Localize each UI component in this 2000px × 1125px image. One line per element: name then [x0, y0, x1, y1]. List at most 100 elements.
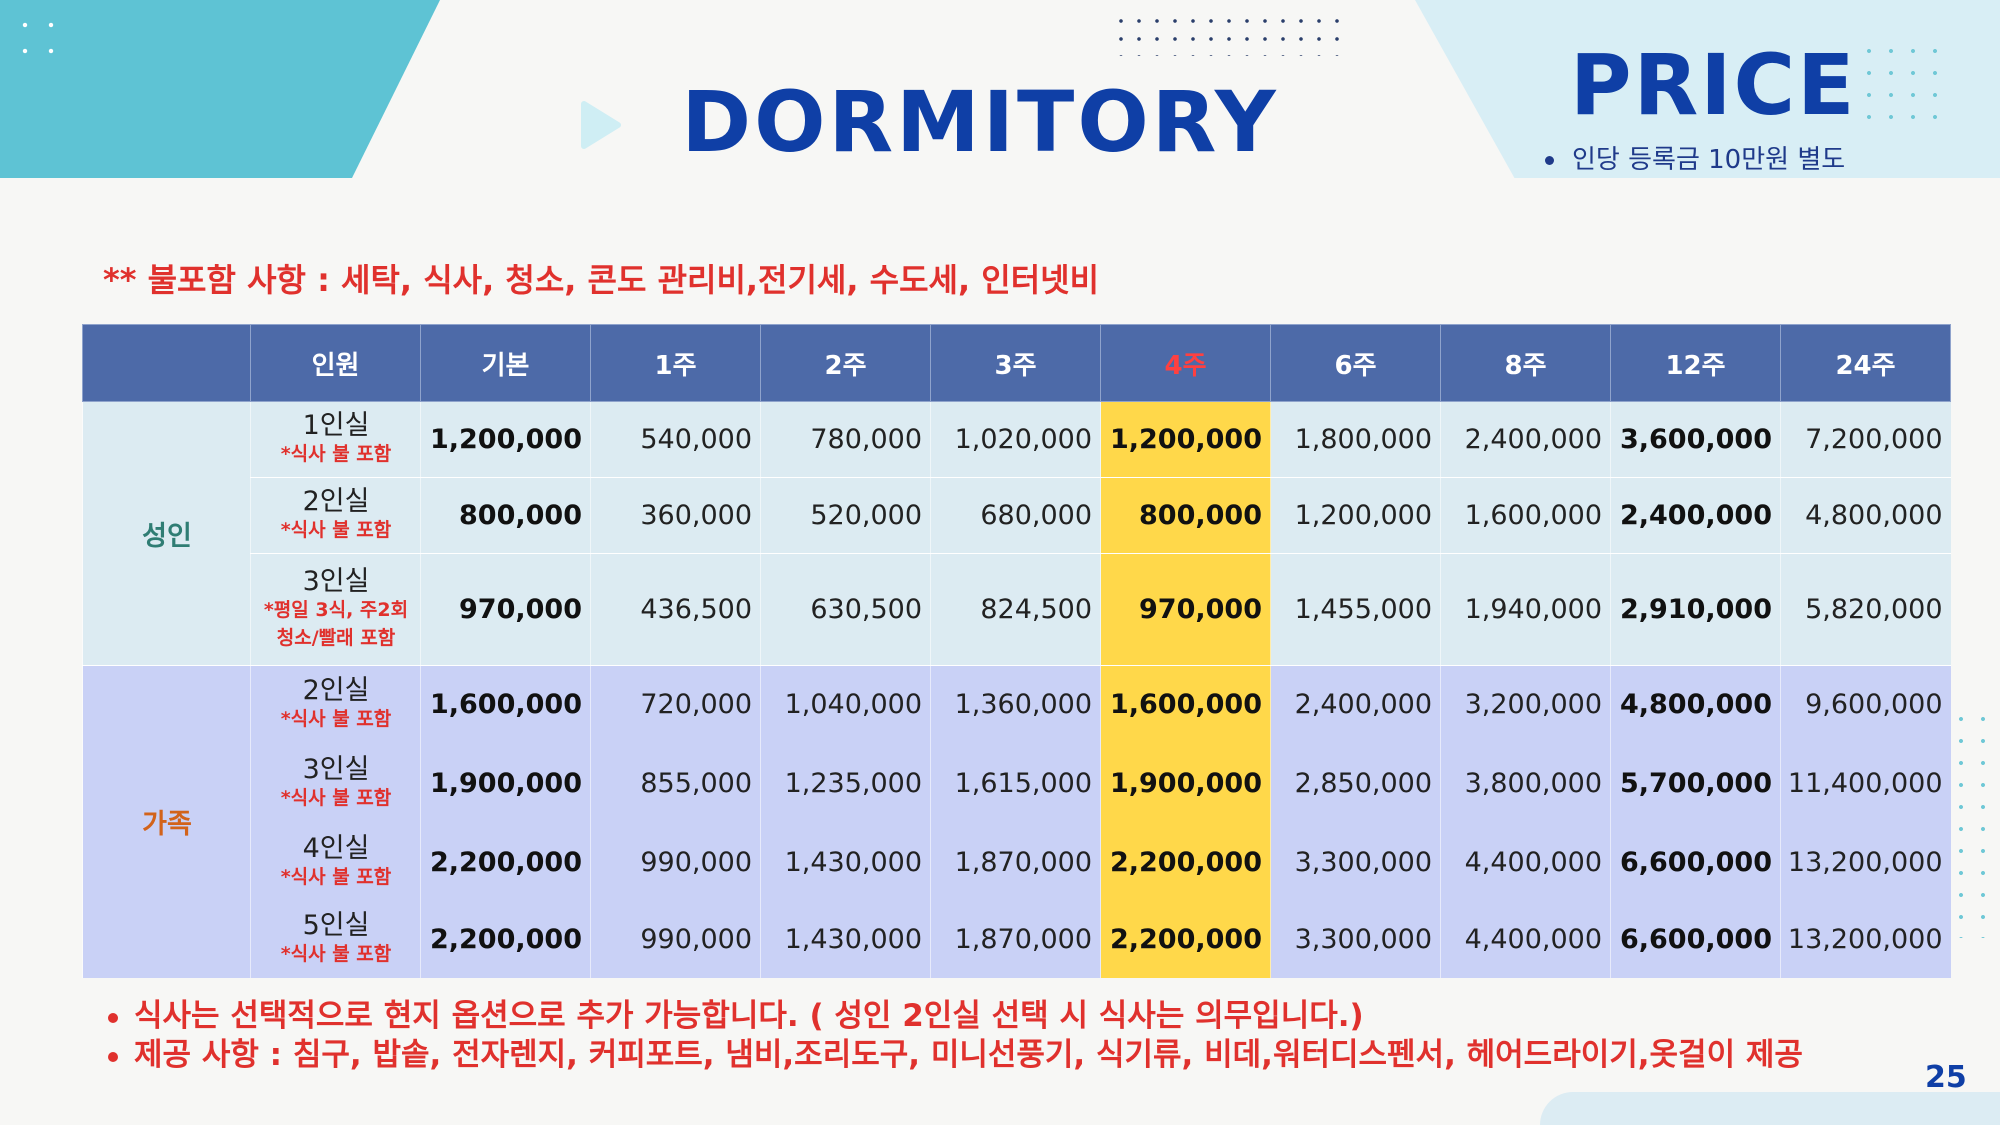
price-cell: 990,000: [590, 823, 761, 902]
price-cell-highlight: 1,600,000: [1100, 665, 1271, 744]
room-note: *식사 불 포함: [280, 865, 392, 888]
price-cell: 2,200,000: [420, 823, 591, 902]
price-cell: 2,400,000: [1440, 401, 1611, 478]
price-cell: 1,870,000: [930, 901, 1101, 978]
price-cell: 436,500: [590, 553, 761, 666]
dot-pattern-top: [1112, 12, 1342, 56]
price-cell: 4,400,000: [1440, 823, 1611, 902]
price-cell: 630,500: [760, 553, 931, 666]
room-name: 3인실: [302, 753, 370, 785]
white-dot-pattern: [12, 12, 72, 72]
price-cell: 720,000: [590, 665, 761, 744]
price-cell: 1,900,000: [420, 743, 591, 824]
price-cell: 1,600,000: [420, 665, 591, 744]
table-row: 5인실 *식사 불 포함 2,200,000 990,000 1,430,000 …: [83, 901, 1951, 978]
price-cell: 520,000: [760, 477, 931, 554]
room-note: *평일 3식, 주2회: [263, 598, 409, 621]
room-name: 2인실: [302, 485, 370, 517]
footer-note-text: 식사는 선택적으로 현지 옵션으로 추가 가능합니다. ( 성인 2인실 선택 …: [134, 998, 1364, 1034]
price-cell: 3,300,000: [1270, 901, 1441, 978]
price-cell: 1,600,000: [1440, 477, 1611, 554]
price-cell-highlight: 2,200,000: [1100, 901, 1271, 978]
price-cell: 540,000: [590, 401, 761, 478]
table-row: 3인실 *평일 3식, 주2회 청소/빨래 포함 970,000 436,500 6…: [83, 553, 1951, 666]
header-cell: 기본: [420, 324, 591, 402]
bottom-right-decoration: [1540, 1092, 2000, 1125]
price-cell: 1,615,000: [930, 743, 1101, 824]
play-icon: [581, 101, 621, 149]
price-heading: PRICE: [1570, 36, 1857, 134]
header-cell: 12주: [1610, 324, 1781, 402]
header-cell-highlight: 4주: [1100, 324, 1271, 402]
price-cell: 5,700,000: [1610, 743, 1781, 824]
room-note: *식사 불 포함: [280, 786, 392, 809]
group-label-adult: 성인: [82, 401, 251, 666]
price-cell: 970,000: [420, 553, 591, 666]
header-cell: 3주: [930, 324, 1101, 402]
registration-note-text: 인당 등록금 10만원 별도: [1572, 145, 1846, 175]
price-cell: 780,000: [760, 401, 931, 478]
header-cell: 인원: [250, 324, 421, 402]
price-cell-highlight: 1,200,000: [1100, 401, 1271, 478]
header-cell: 24주: [1780, 324, 1951, 402]
bullet-icon: [108, 1012, 118, 1023]
price-cell-highlight: 970,000: [1100, 553, 1271, 666]
price-cell: 6,600,000: [1610, 823, 1781, 902]
price-cell: 1,200,000: [420, 401, 591, 478]
price-cell: 2,910,000: [1610, 553, 1781, 666]
price-cell: 4,400,000: [1440, 901, 1611, 978]
table-row: 가족 2인실 *식사 불 포함 1,600,000 720,000 1,040,0…: [82, 665, 1951, 978]
room-cell: 3인실 *평일 3식, 주2회 청소/빨래 포함: [250, 553, 421, 666]
price-cell: 13,200,000: [1780, 823, 1951, 902]
price-cell: 11,400,000: [1780, 743, 1951, 824]
price-cell-highlight: 1,900,000: [1100, 743, 1271, 824]
price-cell: 3,200,000: [1440, 665, 1611, 744]
price-cell: 4,800,000: [1610, 665, 1781, 744]
header-cell: [82, 324, 251, 402]
price-cell: 3,600,000: [1610, 401, 1781, 478]
top-left-decoration: [0, 0, 440, 178]
price-cell: 4,800,000: [1780, 477, 1951, 554]
price-cell: 9,600,000: [1780, 665, 1951, 744]
footer-note-item: 식사는 선택적으로 현지 옵션으로 추가 가능합니다. ( 성인 2인실 선택 …: [108, 997, 1803, 1036]
price-cell: 13,200,000: [1780, 901, 1951, 978]
room-cell: 4인실 *식사 불 포함: [250, 823, 421, 902]
header-cell: 2주: [760, 324, 931, 402]
price-cell: 1,455,000: [1270, 553, 1441, 666]
room-note: *식사 불 포함: [280, 942, 392, 965]
page-title: DORMITORY: [681, 73, 1279, 171]
price-cell: 2,400,000: [1610, 477, 1781, 554]
price-cell: 1,040,000: [760, 665, 931, 744]
room-cell: 2인실 *식사 불 포함: [250, 665, 421, 744]
price-cell: 2,200,000: [420, 901, 591, 978]
price-cell: 855,000: [590, 743, 761, 824]
price-cell: 680,000: [930, 477, 1101, 554]
bullet-icon: [1545, 156, 1554, 165]
price-cell: 2,850,000: [1270, 743, 1441, 824]
footer-notes: 식사는 선택적으로 현지 옵션으로 추가 가능합니다. ( 성인 2인실 선택 …: [108, 997, 1803, 1075]
price-cell: 1,430,000: [760, 823, 931, 902]
price-cell: 3,300,000: [1270, 823, 1441, 902]
price-cell: 1,020,000: [930, 401, 1101, 478]
price-cell: 1,200,000: [1270, 477, 1441, 554]
table-row: 3인실 *식사 불 포함 1,900,000 855,000 1,235,000 …: [83, 743, 1951, 824]
price-table: 인원 기본 1주 2주 3주 4주 6주 8주 12주 24주 성인 1인실 *식…: [82, 324, 1951, 978]
room-note-line2: 청소/빨래 포함: [276, 626, 396, 649]
table-row: 성인 1인실 *식사 불 포함 1,200,000 540,000 780,000…: [82, 401, 1951, 666]
room-cell: 3인실 *식사 불 포함: [250, 743, 421, 824]
room-cell: 2인실 *식사 불 포함: [250, 477, 421, 554]
bullet-icon: [108, 1051, 118, 1062]
dot-pattern-right: [1858, 40, 1946, 128]
price-cell: 6,600,000: [1610, 901, 1781, 978]
price-cell: 7,200,000: [1780, 401, 1951, 478]
room-cell: 5인실 *식사 불 포함: [250, 901, 421, 978]
price-cell: 3,800,000: [1440, 743, 1611, 824]
price-cell: 2,400,000: [1270, 665, 1441, 744]
room-note: *식사 불 포함: [280, 707, 392, 730]
price-cell: 1,430,000: [760, 901, 931, 978]
price-cell: 1,870,000: [930, 823, 1101, 902]
table-header-row: 인원 기본 1주 2주 3주 4주 6주 8주 12주 24주: [82, 324, 1951, 402]
room-name: 5인실: [302, 909, 370, 941]
price-cell: 990,000: [590, 901, 761, 978]
excluded-items-note: ** 불포함 사항 : 세탁, 식사, 청소, 콘도 관리비,전기세, 수도세,…: [103, 261, 1100, 299]
